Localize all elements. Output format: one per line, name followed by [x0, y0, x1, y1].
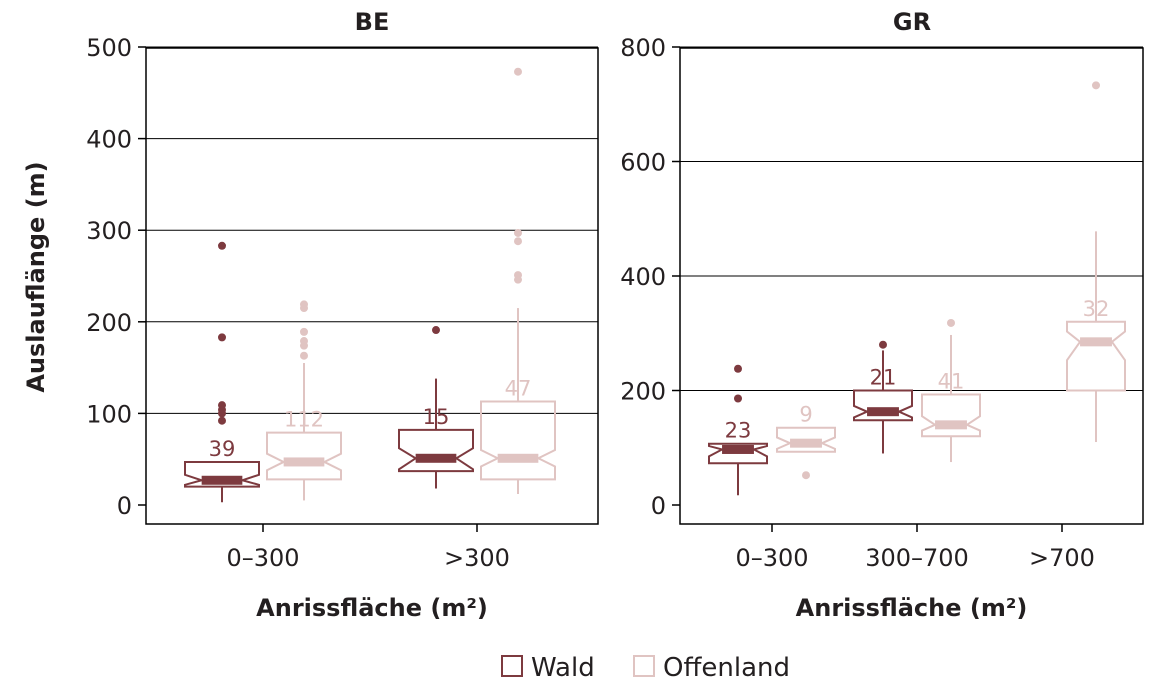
box-300-wald: 15 [398, 326, 474, 489]
box-0-300-wald: 23 [708, 364, 768, 496]
y-tick-label: 800 [620, 34, 666, 62]
legend-label-offenland: Offenland [663, 653, 790, 683]
box-outline [708, 442, 768, 465]
sample-size-label: 41 [938, 370, 965, 394]
sample-size-label: 47 [505, 376, 532, 400]
sample-size-label: 112 [284, 408, 324, 432]
y-tick-label: 400 [86, 126, 132, 154]
outlier-point [947, 318, 955, 327]
outlier-point [218, 401, 226, 410]
outlier-point [514, 237, 522, 246]
median-bar [1080, 337, 1112, 347]
y-tick-label: 500 [86, 34, 132, 62]
y-tick-label: 400 [620, 263, 666, 291]
median-bar [867, 407, 899, 417]
outlier-point [514, 67, 522, 76]
box-300-offenland: 47 [480, 67, 556, 495]
y-tick-label: 200 [620, 378, 666, 406]
box-0-300-wald: 39 [184, 241, 260, 503]
outlier-point [734, 364, 742, 373]
median-bar [415, 453, 457, 463]
legend-swatch-offenland [633, 655, 655, 677]
sample-size-label: 32 [1083, 297, 1110, 321]
sample-size-label: 9 [799, 403, 812, 427]
x-tick-label-700: >700 [1029, 544, 1095, 572]
box-0-300-offenland: 112 [266, 300, 342, 501]
outlier-point [879, 340, 887, 349]
box-outline [480, 400, 556, 481]
median-bar [497, 453, 539, 463]
x-axis-label: Anrissfläche (m²) [796, 594, 1028, 622]
y-tick-label: 600 [620, 149, 666, 177]
sample-size-label: 39 [209, 437, 236, 461]
y-tick-label: 0 [651, 492, 666, 520]
panel-title: GR [893, 8, 931, 36]
panel-be: BE 0 100 200 300 400 500 0–300 >300 Anrissfläche … [86, 8, 599, 622]
outlier-point [514, 271, 522, 280]
outlier-point [218, 416, 226, 425]
x-tick-label-300-700: 300–700 [865, 544, 969, 572]
y-tick-label: 300 [86, 217, 132, 245]
legend-swatch-wald [501, 655, 523, 677]
x-axis-label: Anrissfläche (m²) [256, 594, 488, 622]
y-axis-label: Auslauflänge (m) [22, 161, 50, 392]
sample-size-label: 21 [870, 366, 897, 390]
outlier-point [218, 241, 226, 250]
y-tick-label: 0 [117, 492, 132, 520]
outlier-point [514, 228, 522, 237]
box-300-700-offenland: 41 [921, 318, 981, 463]
box-700-offenland: 32 [1066, 81, 1126, 443]
x-tick-label-300: >300 [444, 544, 510, 572]
median-bar [283, 457, 325, 467]
box-outline [1066, 320, 1126, 392]
outlier-point [432, 326, 440, 335]
y-tick-label: 100 [86, 400, 132, 428]
x-tick-label-0-300: 0–300 [226, 544, 299, 572]
outlier-point [218, 333, 226, 342]
plot-frame [145, 47, 599, 525]
box-outline [184, 460, 260, 488]
box-outline [921, 393, 981, 438]
panel-gr: GR 0 200 400 600 800 0–300 300–700 >700Anrissflä… [620, 8, 1144, 622]
panel-title: BE [355, 8, 390, 36]
box-outline [266, 431, 342, 481]
legend-label-wald: Wald [531, 653, 595, 683]
y-tick-label: 200 [86, 309, 132, 337]
median-bar [790, 438, 822, 448]
outlier-point [802, 471, 810, 480]
outlier-point [300, 327, 308, 336]
legend: Wald Offenland [501, 653, 790, 683]
box-outline [853, 389, 913, 422]
sample-size-label: 23 [725, 419, 752, 443]
outlier-point [300, 300, 308, 309]
outlier-point [1092, 81, 1100, 90]
outlier-point [734, 394, 742, 403]
box-outline [398, 428, 474, 473]
box-0-300-offenland: 9 [776, 403, 836, 480]
x-tick-label-0-300: 0–300 [735, 544, 808, 572]
outlier-point [300, 337, 308, 346]
plot-frame [679, 47, 1144, 525]
box-300-700-wald: 21 [853, 340, 913, 454]
box-outline [776, 426, 836, 453]
median-bar [201, 475, 243, 485]
sample-size-label: 15 [423, 405, 450, 429]
outlier-point [300, 351, 308, 360]
median-bar [935, 420, 967, 430]
median-bar [722, 444, 754, 454]
